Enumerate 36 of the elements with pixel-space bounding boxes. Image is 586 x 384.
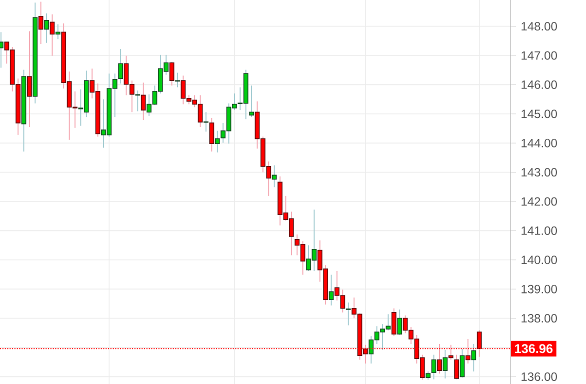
candlestick — [175, 72, 180, 88]
candlestick — [397, 309, 402, 336]
y-tick-label: 142.00 — [522, 197, 557, 206]
candlestick — [249, 85, 254, 118]
candlestick — [328, 274, 334, 306]
candlestick — [50, 14, 55, 56]
y-tick-label: 144.00 — [522, 138, 557, 148]
y-tick-label: 143.00 — [522, 168, 557, 177]
y-tick-label: 141.00 — [522, 226, 557, 235]
y-tick-label: 139.00 — [522, 284, 557, 294]
y-tick-label: 145.00 — [522, 110, 557, 118]
candlestick — [209, 117, 214, 152]
candlestick — [431, 354, 436, 380]
candlestick — [214, 130, 220, 153]
candlestick — [169, 61, 174, 86]
candlestick — [460, 348, 465, 378]
candlestick — [140, 82, 146, 120]
ref-line-label: 136.96 — [515, 344, 553, 354]
candlestick — [118, 48, 124, 84]
candlestick — [454, 354, 460, 380]
candlestick — [346, 302, 351, 326]
y-tick-label: 138.00 — [522, 314, 557, 323]
y-tick-label: 136.00 — [522, 372, 557, 381]
candlestick — [44, 12, 49, 44]
y-tick-label: 146.00 — [522, 80, 557, 89]
candlestick — [38, 1, 44, 45]
y-tick-label: 148.00 — [522, 22, 557, 31]
candlestick — [391, 308, 396, 337]
candlestick — [135, 90, 140, 112]
y-tick-label: 140.00 — [522, 256, 557, 264]
candlestick — [442, 349, 448, 379]
candlestick — [55, 24, 60, 40]
y-tick-label: 147.00 — [522, 51, 557, 60]
candlestick — [471, 344, 476, 372]
candlestick — [272, 164, 277, 188]
candlestick — [27, 30, 32, 128]
